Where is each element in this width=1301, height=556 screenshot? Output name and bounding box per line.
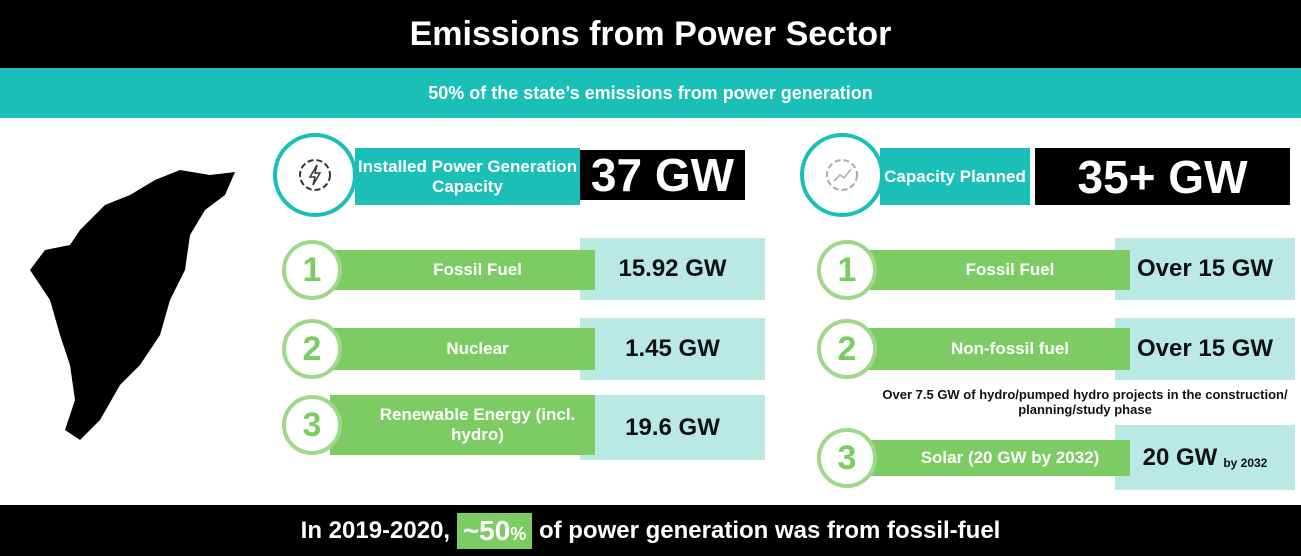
footer-suffix: of power generation was from fossil-fuel: [538, 516, 1001, 544]
value: 20 GW: [1142, 443, 1218, 471]
category-bar: Renewable Energy (incl. hydro): [330, 395, 595, 455]
number-circle: 1: [282, 240, 342, 300]
number-circle: 2: [817, 319, 877, 379]
footer: In 2019-2020, ~50% of power generation w…: [0, 505, 1301, 556]
gear-icon: [273, 133, 357, 217]
subtitle: 50% of the state’s emissions from power …: [0, 68, 1301, 118]
gear-icon: [800, 133, 884, 217]
category-bar: Nuclear: [330, 328, 595, 370]
category-bar: Solar (20 GW by 2032): [860, 440, 1130, 476]
planned-label: Capacity Planned: [880, 148, 1030, 205]
title: Emissions from Power Sector: [0, 0, 1301, 68]
planned-note: Over 7.5 GW of hydro/pumped hydro projec…: [882, 387, 1288, 417]
footer-prefix: In 2019-2020,: [300, 516, 451, 544]
footer-highlight-value: ~50: [462, 514, 511, 546]
value-suffix: by 2032: [1223, 456, 1268, 470]
installed-value: 37 GW: [580, 149, 745, 201]
number-circle: 3: [282, 395, 342, 455]
number-circle: 3: [817, 428, 877, 488]
installed-label: Installed Power Generation Capacity: [355, 148, 580, 205]
category-bar: Fossil Fuel: [330, 250, 595, 290]
value-box: Over 15 GW: [1115, 238, 1295, 300]
map: [30, 170, 235, 440]
value-box: 1.45 GW: [580, 318, 765, 380]
value-box: Over 15 GW: [1115, 318, 1295, 380]
number-circle: 2: [282, 319, 342, 379]
value-box: 15.92 GW: [580, 238, 765, 300]
planned-value: 35+ GW: [1035, 148, 1290, 205]
value-box: 19.6 GW: [580, 395, 765, 460]
footer-unit: %: [510, 523, 527, 544]
category-bar: Non-fossil fuel: [860, 328, 1130, 370]
category-bar: Fossil Fuel: [860, 250, 1130, 290]
footer-highlight: ~50%: [456, 512, 533, 549]
number-circle: 1: [817, 240, 877, 300]
value-box: 20 GW by 2032: [1115, 425, 1295, 490]
